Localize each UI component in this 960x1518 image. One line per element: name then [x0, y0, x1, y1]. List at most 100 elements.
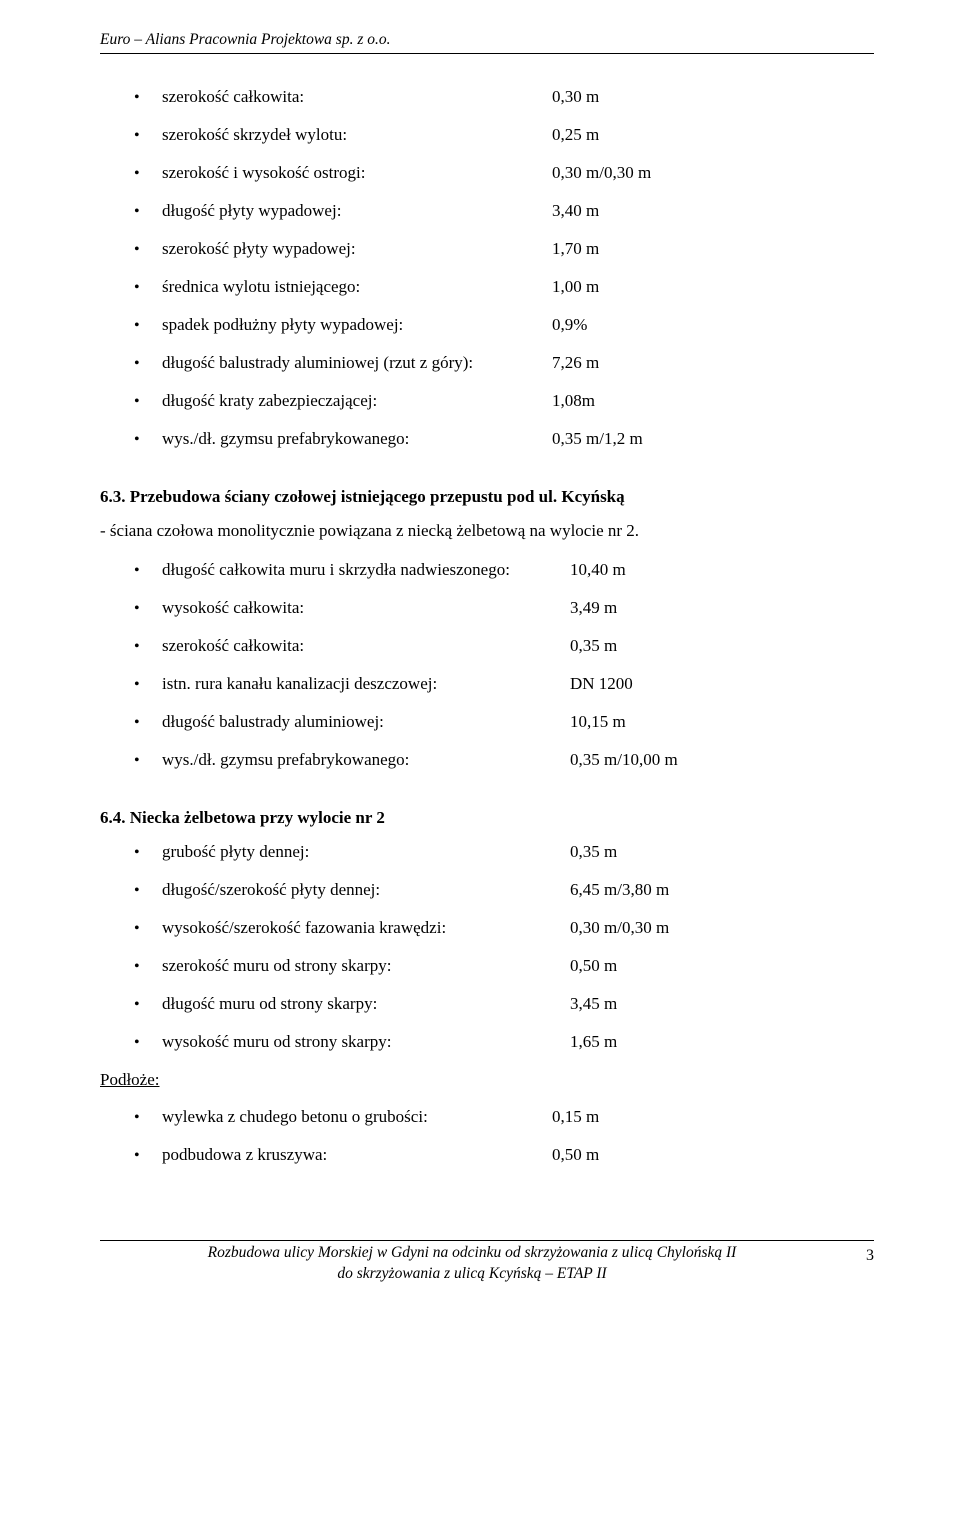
bullet-icon: •: [100, 635, 162, 659]
list-item: •wys./dł. gzymsu prefabrykowanego:0,35 m…: [100, 426, 874, 452]
item-label: długość balustrady aluminiowej (rzut z g…: [162, 350, 552, 376]
item-label: szerokość muru od strony skarpy:: [162, 953, 570, 979]
item-value: DN 1200: [570, 671, 874, 697]
page-header: Euro – Alians Pracownia Projektowa sp. z…: [100, 28, 874, 54]
item-value: 0,30 m: [552, 84, 874, 110]
item-value: 1,00 m: [552, 274, 874, 300]
bullet-icon: •: [100, 879, 162, 903]
item-label: szerokość skrzydeł wylotu:: [162, 122, 552, 148]
list-item: •wys./dł. gzymsu prefabrykowanego:0,35 m…: [100, 747, 874, 773]
item-label: szerokość całkowita:: [162, 84, 552, 110]
list-item: •szerokość całkowita:0,30 m: [100, 84, 874, 110]
item-value: 1,65 m: [570, 1029, 874, 1055]
bullet-icon: •: [100, 993, 162, 1017]
list-item: •grubość płyty dennej:0,35 m: [100, 839, 874, 865]
list-item: •wysokość/szerokość fazowania krawędzi:0…: [100, 915, 874, 941]
footer-line1: Rozbudowa ulicy Morskiej w Gdyni na odci…: [208, 1244, 737, 1261]
bullet-icon: •: [100, 86, 162, 110]
list-item: •szerokość i wysokość ostrogi:0,30 m/0,3…: [100, 160, 874, 186]
footer-line2: do skrzyżowania z ulicą Kcyńską – ETAP I…: [337, 1265, 606, 1282]
item-label: długość/szerokość płyty dennej:: [162, 877, 570, 903]
bullet-icon: •: [100, 200, 162, 224]
section-64-list: •grubość płyty dennej:0,35 m •długość/sz…: [100, 839, 874, 1055]
list-item: •średnica wylotu istniejącego:1,00 m: [100, 274, 874, 300]
bullet-icon: •: [100, 124, 162, 148]
item-value: 0,50 m: [570, 953, 874, 979]
item-value: 0,35 m: [570, 839, 874, 865]
item-value: 1,70 m: [552, 236, 874, 262]
footer-text: Rozbudowa ulicy Morskiej w Gdyni na odci…: [100, 1243, 844, 1285]
section-63-title: 6.3. Przebudowa ściany czołowej istnieją…: [100, 484, 874, 510]
item-value: 7,26 m: [552, 350, 874, 376]
list-item: •szerokość muru od strony skarpy:0,50 m: [100, 953, 874, 979]
podloze-heading: Podłoże:: [100, 1067, 874, 1093]
item-label: szerokość całkowita:: [162, 633, 570, 659]
item-label: szerokość płyty wypadowej:: [162, 236, 552, 262]
podloze-list: •wylewka z chudego betonu o grubości:0,1…: [100, 1104, 874, 1168]
list-item: •długość/szerokość płyty dennej:6,45 m/3…: [100, 877, 874, 903]
bullet-icon: •: [100, 841, 162, 865]
bullet-icon: •: [100, 428, 162, 452]
list-item: •szerokość całkowita:0,35 m: [100, 633, 874, 659]
item-value: 0,30 m/0,30 m: [570, 915, 874, 941]
bullet-icon: •: [100, 597, 162, 621]
item-value: 0,35 m/1,2 m: [552, 426, 874, 452]
bullet-icon: •: [100, 559, 162, 583]
item-label: długość kraty zabezpieczającej:: [162, 388, 552, 414]
item-label: podbudowa z kruszywa:: [162, 1142, 552, 1168]
page-footer: Rozbudowa ulicy Morskiej w Gdyni na odci…: [100, 1240, 874, 1285]
bullet-icon: •: [100, 276, 162, 300]
bullet-icon: •: [100, 314, 162, 338]
item-value: 6,45 m/3,80 m: [570, 877, 874, 903]
item-value: 0,25 m: [552, 122, 874, 148]
item-label: wysokość całkowita:: [162, 595, 570, 621]
item-label: istn. rura kanału kanalizacji deszczowej…: [162, 671, 570, 697]
list-item: •wysokość muru od strony skarpy:1,65 m: [100, 1029, 874, 1055]
item-label: długość muru od strony skarpy:: [162, 991, 570, 1017]
item-value: 0,9%: [552, 312, 874, 338]
list-item: •długość balustrady aluminiowej:10,15 m: [100, 709, 874, 735]
bullet-icon: •: [100, 1106, 162, 1130]
list-item: •szerokość płyty wypadowej:1,70 m: [100, 236, 874, 262]
list-item: •spadek podłużny płyty wypadowej:0,9%: [100, 312, 874, 338]
item-value: 0,15 m: [552, 1104, 874, 1130]
bullet-icon: •: [100, 162, 162, 186]
item-value: 10,15 m: [570, 709, 874, 735]
bullet-icon: •: [100, 917, 162, 941]
item-label: długość balustrady aluminiowej:: [162, 709, 570, 735]
list-item: •podbudowa z kruszywa:0,50 m: [100, 1142, 874, 1168]
list-item: •długość płyty wypadowej:3,40 m: [100, 198, 874, 224]
list-item: •długość balustrady aluminiowej (rzut z …: [100, 350, 874, 376]
item-label: wys./dł. gzymsu prefabrykowanego:: [162, 426, 552, 452]
item-label: wysokość/szerokość fazowania krawędzi:: [162, 915, 570, 941]
block1-list: •szerokość całkowita:0,30 m •szerokość s…: [100, 84, 874, 452]
item-label: średnica wylotu istniejącego:: [162, 274, 552, 300]
item-value: 0,30 m/0,30 m: [552, 160, 874, 186]
page-number: 3: [844, 1243, 874, 1268]
bullet-icon: •: [100, 673, 162, 697]
bullet-icon: •: [100, 238, 162, 262]
item-value: 1,08m: [552, 388, 874, 414]
item-label: wylewka z chudego betonu o grubości:: [162, 1104, 552, 1130]
item-value: 0,35 m: [570, 633, 874, 659]
item-value: 3,49 m: [570, 595, 874, 621]
bullet-icon: •: [100, 1144, 162, 1168]
item-label: wys./dł. gzymsu prefabrykowanego:: [162, 747, 570, 773]
section-64-title: 6.4. Niecka żelbetowa przy wylocie nr 2: [100, 805, 874, 831]
list-item: •szerokość skrzydeł wylotu:0,25 m: [100, 122, 874, 148]
bullet-icon: •: [100, 749, 162, 773]
item-label: szerokość i wysokość ostrogi:: [162, 160, 552, 186]
item-label: wysokość muru od strony skarpy:: [162, 1029, 570, 1055]
section-63-sub: - ściana czołowa monolitycznie powiązana…: [100, 518, 874, 544]
list-item: •istn. rura kanału kanalizacji deszczowe…: [100, 671, 874, 697]
item-label: spadek podłużny płyty wypadowej:: [162, 312, 552, 338]
bullet-icon: •: [100, 1031, 162, 1055]
item-value: 0,50 m: [552, 1142, 874, 1168]
list-item: •wylewka z chudego betonu o grubości:0,1…: [100, 1104, 874, 1130]
item-value: 3,45 m: [570, 991, 874, 1017]
bullet-icon: •: [100, 955, 162, 979]
item-label: długość całkowita muru i skrzydła nadwie…: [162, 557, 570, 583]
list-item: •długość kraty zabezpieczającej:1,08m: [100, 388, 874, 414]
item-label: długość płyty wypadowej:: [162, 198, 552, 224]
bullet-icon: •: [100, 711, 162, 735]
